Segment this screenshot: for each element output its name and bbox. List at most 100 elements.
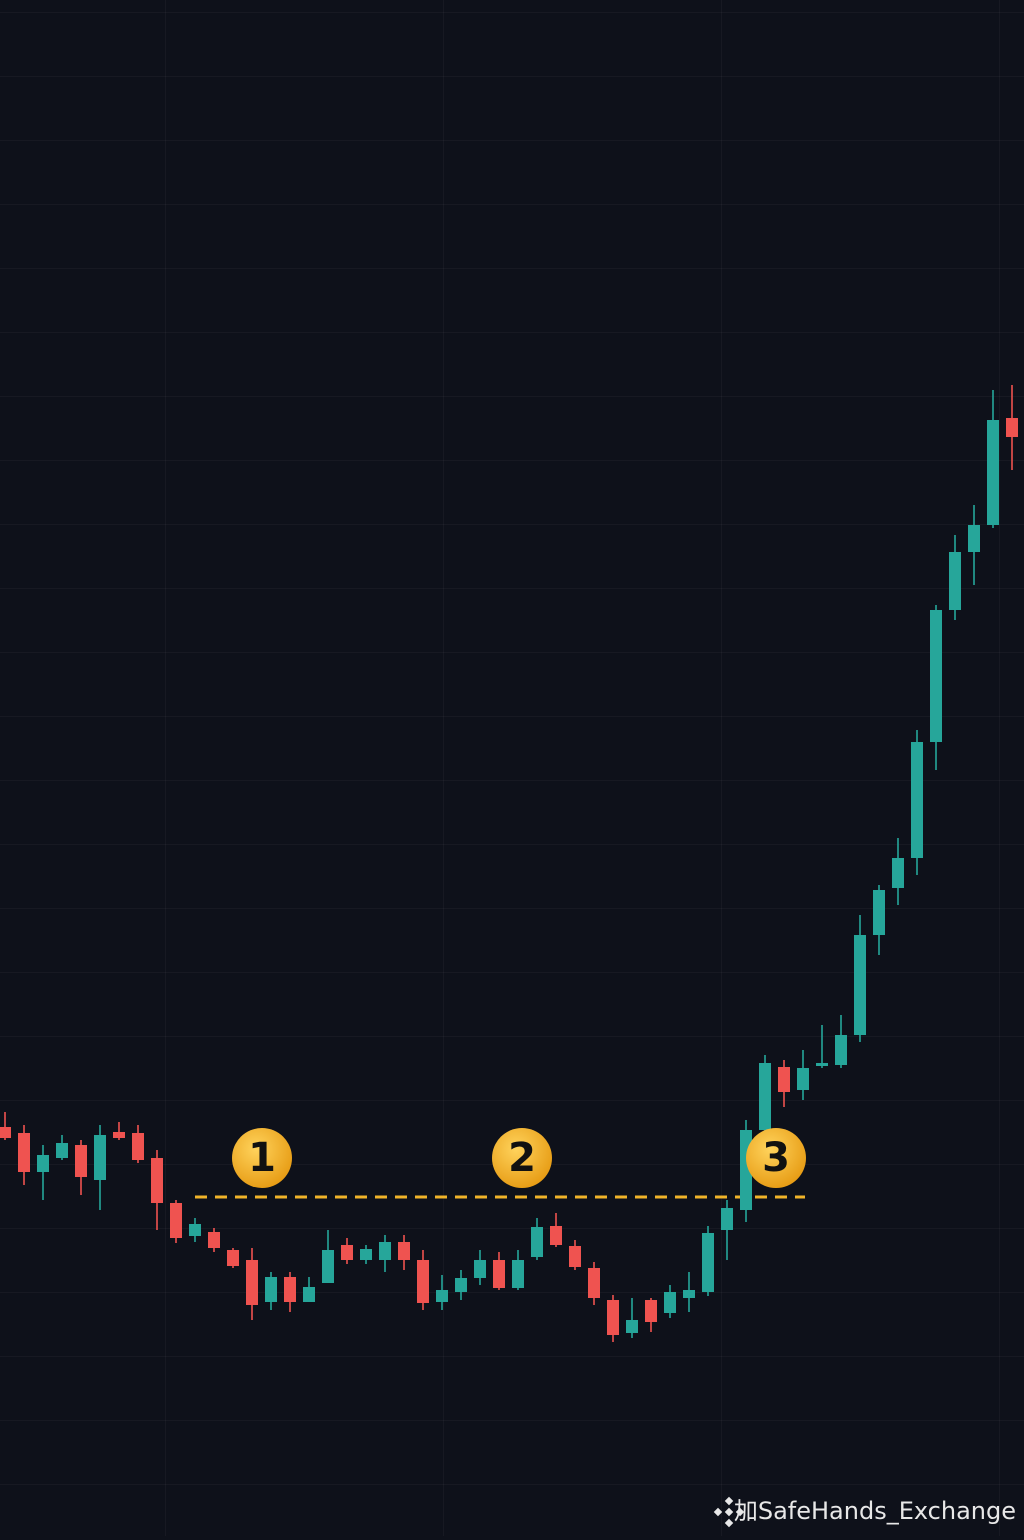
candle [493, 1252, 505, 1290]
marker-label: 1 [248, 1135, 276, 1181]
watermark: 加SafeHands_Exchange [713, 1496, 1016, 1528]
candle-body [588, 1268, 600, 1298]
candle [455, 1270, 467, 1300]
candle [474, 1250, 486, 1285]
candle-body [18, 1133, 30, 1172]
candle-body [398, 1242, 410, 1260]
candle [417, 1250, 429, 1310]
candle-body [531, 1227, 543, 1257]
candle-body [721, 1208, 733, 1230]
candle-body [835, 1035, 847, 1065]
candle [227, 1248, 239, 1268]
candle [151, 1150, 163, 1230]
marker-circle [746, 1128, 806, 1188]
candle-body [569, 1246, 581, 1267]
candle [683, 1272, 695, 1312]
candle [911, 730, 923, 875]
candle [892, 838, 904, 905]
candle-body [968, 525, 980, 552]
candle-body [474, 1260, 486, 1278]
candle-body [683, 1290, 695, 1298]
candle-body [664, 1292, 676, 1313]
candle-body [227, 1250, 239, 1266]
candle [778, 1060, 790, 1107]
candle-body [873, 890, 885, 935]
candle-body [322, 1250, 334, 1283]
step-marker: 3 [746, 1128, 806, 1188]
candle-body [778, 1067, 790, 1092]
candle-body [265, 1277, 277, 1302]
candle-body [151, 1158, 163, 1203]
candle [75, 1140, 87, 1195]
candle [322, 1230, 334, 1283]
candle [626, 1298, 638, 1338]
candle [588, 1262, 600, 1305]
candle [170, 1200, 182, 1243]
marker-circle [232, 1128, 292, 1188]
candle [341, 1238, 353, 1264]
candle-body [303, 1287, 315, 1302]
candle [512, 1250, 524, 1290]
candle-body [930, 610, 942, 742]
candle-body [208, 1232, 220, 1248]
candle-body [94, 1135, 106, 1180]
candle-body [360, 1249, 372, 1260]
candle-body [626, 1320, 638, 1333]
candle [265, 1272, 277, 1310]
candle-body [37, 1155, 49, 1172]
candle-body [816, 1063, 828, 1066]
candle [550, 1213, 562, 1247]
candle-body [1006, 418, 1018, 437]
candle [113, 1122, 125, 1140]
candle [1006, 385, 1018, 470]
candle [721, 1200, 733, 1260]
candle-body [550, 1226, 562, 1245]
candle [303, 1277, 315, 1302]
candle [968, 505, 980, 585]
candle [132, 1125, 144, 1163]
candle-body [75, 1145, 87, 1177]
candle-body [341, 1245, 353, 1260]
candle-body [189, 1224, 201, 1236]
candle [607, 1295, 619, 1342]
candle-body [911, 742, 923, 858]
candle-body [113, 1132, 125, 1138]
candle [664, 1285, 676, 1318]
candle-body [987, 420, 999, 525]
candle [835, 1015, 847, 1068]
candle-body [0, 1127, 11, 1138]
candle [854, 915, 866, 1042]
step-marker: 2 [492, 1128, 552, 1188]
candle [816, 1025, 828, 1068]
candle-body [949, 552, 961, 610]
marker-label: 3 [762, 1135, 790, 1181]
candle [284, 1272, 296, 1312]
marker-circle [492, 1128, 552, 1188]
step-marker: 1 [232, 1128, 292, 1188]
candle-body [455, 1278, 467, 1292]
candle [0, 1112, 11, 1140]
candle [531, 1218, 543, 1260]
candle [189, 1218, 201, 1242]
candle-body [759, 1063, 771, 1130]
candle [398, 1235, 410, 1270]
candle-body [379, 1242, 391, 1260]
watermark-text: 加SafeHands_Exchange [734, 1497, 1016, 1525]
candle-body [854, 935, 866, 1035]
candle-body [170, 1203, 182, 1238]
candle [987, 390, 999, 528]
candle [246, 1248, 258, 1320]
candle [56, 1135, 68, 1160]
candle-body [512, 1260, 524, 1288]
candle-body [645, 1300, 657, 1322]
candle-body [892, 858, 904, 888]
candle-body [417, 1260, 429, 1303]
candle [379, 1235, 391, 1272]
candle [569, 1240, 581, 1270]
candle [759, 1055, 771, 1145]
candle-body [56, 1143, 68, 1158]
candle [94, 1125, 106, 1210]
